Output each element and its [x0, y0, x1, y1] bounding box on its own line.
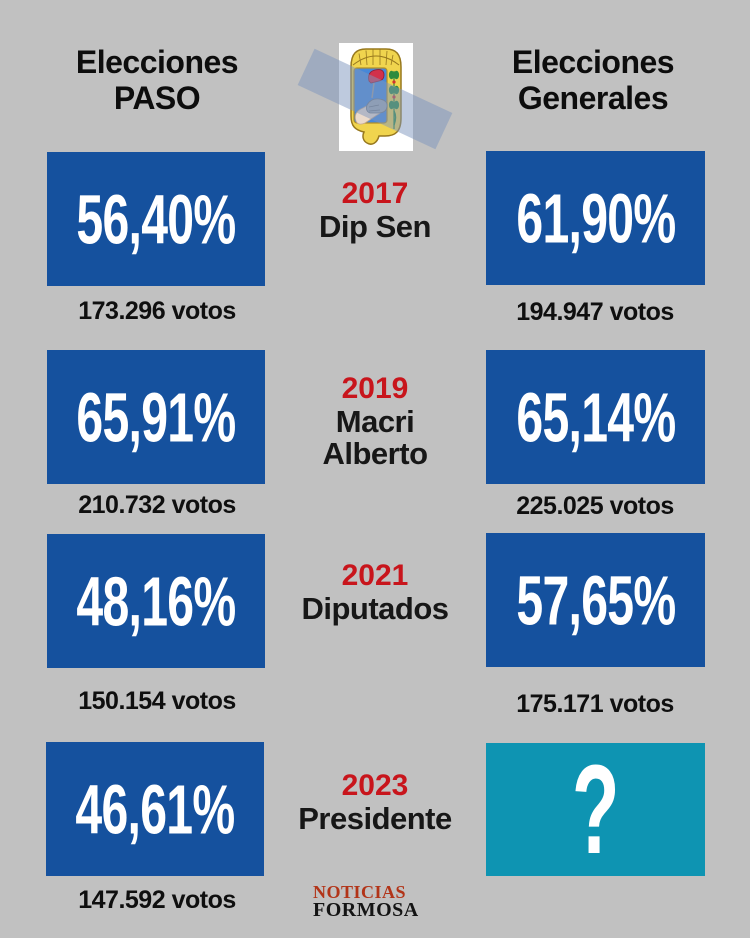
header-paso-line2: PASO	[113, 80, 201, 116]
paso-votes-2023: 147.592 votos	[78, 886, 236, 914]
generales-votes-2021: 175.171 votos	[516, 690, 674, 718]
year-label-2019: 2019	[341, 372, 409, 405]
generales-percentage-2017: 61,90%	[515, 178, 676, 258]
paso-percentage-2023: 46,61%	[75, 769, 235, 849]
year-label-2017: 2017	[341, 177, 409, 210]
election-label-2019: 2019 Macri Alberto	[255, 371, 495, 470]
paso-result-box-2017: 56,40%	[47, 152, 265, 286]
noticias-formosa-logo: NOTICIAS FORMOSA	[313, 882, 419, 921]
generales-votes-2019: 225.025 votos	[516, 492, 674, 520]
generales-percentage-2019: 65,14%	[515, 377, 676, 457]
noticias-formosa-logo-line2: FORMOSA	[313, 899, 419, 921]
paso-votes-2017: 173.296 votos	[78, 297, 236, 325]
header-generales-line2: Generales	[517, 80, 669, 116]
header-generales-line1: Elecciones	[511, 44, 675, 80]
generales-votes-2017: 194.947 votos	[516, 298, 674, 326]
generales-result-box-2017: 61,90%	[486, 151, 705, 285]
year-label-2021: 2021	[341, 559, 409, 592]
year-label-2023: 2023	[341, 769, 409, 802]
election-label-2021: 2021 Diputados	[255, 558, 495, 625]
paso-votes-2019: 210.732 votos	[78, 491, 236, 519]
generales-result-box-2021: 57,65%	[486, 533, 705, 667]
election-name-2023: Presidente	[298, 801, 452, 836]
paso-percentage-2021: 48,16%	[76, 561, 236, 641]
paso-percentage-2019: 65,91%	[76, 377, 236, 457]
generales-unknown-box-2023: ?	[486, 739, 705, 880]
election-name-2019-line1: Macri	[335, 404, 415, 439]
election-label-2023: 2023 Presidente	[255, 768, 495, 835]
noticias-formosa-logo-line1: NOTICIAS	[313, 882, 407, 902]
election-name-2017: Dip Sen	[319, 209, 431, 244]
election-name-2021: Diputados	[301, 591, 449, 626]
generales-percentage-2021: 57,65%	[515, 560, 676, 640]
election-label-2017: 2017 Dip Sen	[255, 176, 495, 243]
paso-percentage-2017: 56,40%	[76, 179, 236, 259]
paso-result-box-2021: 48,16%	[47, 534, 265, 668]
header-elecciones-paso: Elecciones PASO	[27, 44, 287, 116]
paso-result-box-2023: 46,61%	[46, 742, 264, 876]
paso-result-box-2019: 65,91%	[47, 350, 265, 484]
header-paso-line1: Elecciones	[75, 44, 239, 80]
election-name-2019-line2: Alberto	[322, 436, 429, 471]
question-mark: ?	[571, 739, 620, 880]
generales-result-box-2019: 65,14%	[486, 350, 705, 484]
paso-votes-2021: 150.154 votos	[78, 687, 236, 715]
header-elecciones-generales: Elecciones Generales	[463, 44, 723, 116]
